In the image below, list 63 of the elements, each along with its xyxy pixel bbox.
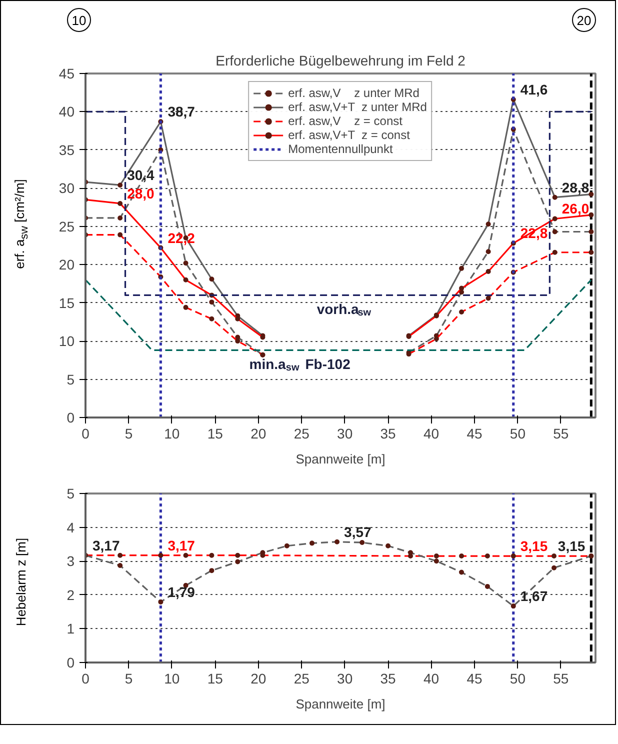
- y-tick-label: 40: [58, 104, 75, 120]
- x-tick-label: 5: [124, 426, 133, 442]
- data-label: 3,17: [92, 537, 120, 554]
- y-tick-label: 3: [66, 553, 75, 570]
- data-label: 28,8: [562, 179, 590, 196]
- y-tick-label: 15: [58, 294, 75, 311]
- x-tick-label: 55: [553, 426, 569, 442]
- x-tick-label: 45: [466, 670, 482, 686]
- legend-label: erf. asw,V z = const: [288, 114, 402, 128]
- x-tick-label: 55: [553, 670, 569, 686]
- x-tick-label: 20: [250, 426, 266, 442]
- x-tick-label: 35: [380, 670, 396, 686]
- y-axis-title: Hebelarm z [m]: [12, 538, 30, 626]
- x-tick-label: 30: [337, 670, 353, 686]
- x-tick-label: 35: [380, 426, 396, 442]
- x-tick-label: 0: [82, 426, 90, 442]
- data-label: 1,67: [520, 588, 548, 604]
- data-label: 1,79: [168, 584, 196, 600]
- y-tick-label: 0: [66, 410, 75, 426]
- data-label: 41,6: [520, 81, 548, 98]
- data-label: 28,0: [127, 185, 155, 202]
- legend-label: erf. asw,V+T z = const: [288, 128, 410, 142]
- x-tick-label: 25: [294, 426, 310, 442]
- data-label: 3,17: [168, 537, 196, 554]
- data-label: 30,4: [127, 167, 155, 184]
- text: 20: [572, 8, 596, 32]
- x-tick-label: 25: [294, 670, 310, 686]
- y-tick-label: 2: [66, 586, 75, 603]
- data-label: 3,15: [558, 538, 586, 554]
- x-tick-label: 5: [124, 670, 133, 686]
- x-tick-label: 40: [423, 426, 440, 442]
- y-tick-label: 30: [58, 180, 75, 196]
- x-axis-title: Spannweite [m]: [296, 452, 386, 466]
- data-label: 3,57: [344, 524, 372, 540]
- x-tick-label: 45: [466, 426, 482, 442]
- y-tick-label: 10: [58, 333, 75, 350]
- legend-label: erf. asw,V+T z unter MRd: [288, 100, 427, 114]
- x-tick-label: 30: [337, 426, 353, 442]
- data-label: 26,0: [562, 200, 590, 217]
- y-tick-label: 45: [58, 66, 75, 82]
- x-tick-label: 10: [164, 670, 180, 686]
- y-tick-label: 0: [66, 654, 75, 670]
- x-tick-label: 20: [250, 670, 266, 686]
- x-tick-label: 50: [510, 670, 526, 686]
- x-tick-label: 50: [510, 426, 526, 442]
- x-tick-label: 40: [423, 670, 440, 686]
- chart-title: Erforderliche Bügelbewehrung im Feld 2: [216, 52, 466, 68]
- y-tick-label: 5: [66, 371, 75, 388]
- x-tick-label: 15: [207, 670, 224, 686]
- y-tick-label: 35: [58, 142, 75, 158]
- legend-label: Momentennullpunkt: [288, 142, 393, 156]
- y-tick-label: 25: [58, 218, 75, 234]
- data-label: 3,15: [520, 538, 548, 554]
- y-tick-label: 1: [66, 620, 75, 637]
- x-axis-title: Spannweite [m]: [296, 696, 386, 712]
- x-tick-label: 10: [164, 426, 180, 442]
- y-tick-label: 4: [66, 519, 75, 536]
- x-tick-label: 0: [82, 670, 90, 686]
- x-tick-label: 15: [207, 426, 224, 442]
- legend-label: erf. asw,V z unter MRd: [288, 86, 420, 100]
- y-tick-label: 5: [66, 486, 75, 502]
- data-label: 38,7: [168, 104, 196, 120]
- y-tick-label: 20: [58, 256, 75, 273]
